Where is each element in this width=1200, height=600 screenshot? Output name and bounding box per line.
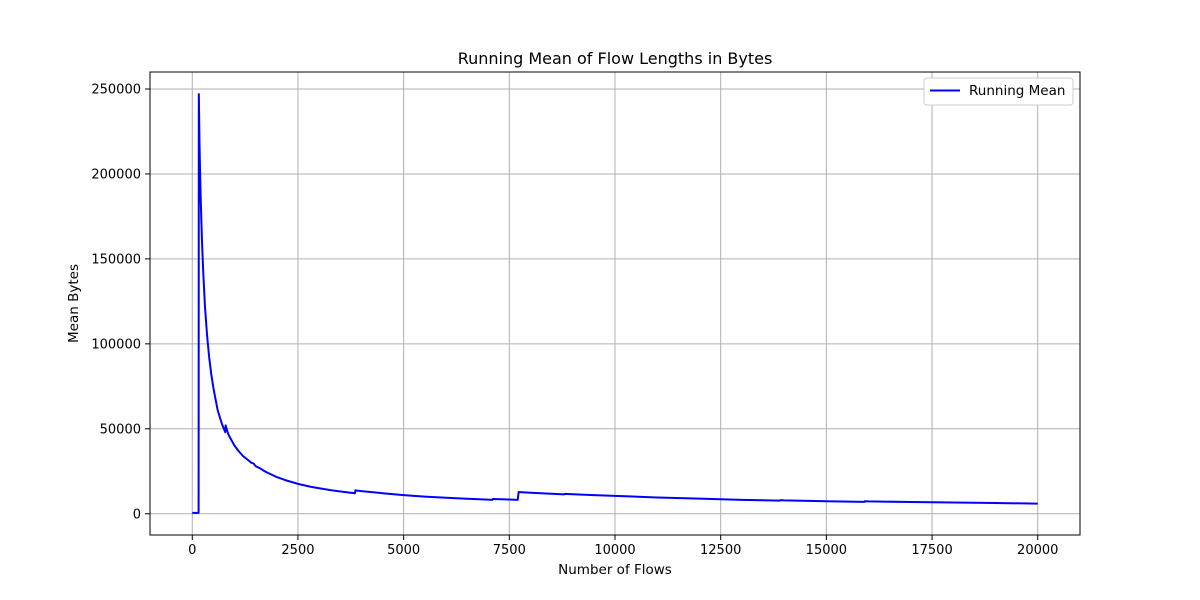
- x-axis: 0 2500 5000 7500 10000 12500 15000 17500 20000: [188, 535, 1058, 558]
- x-tick-label: 5000: [387, 543, 420, 558]
- x-tick-label: 17500: [911, 543, 952, 558]
- x-tick-label: 15000: [806, 543, 847, 558]
- x-tick-label: 20000: [1017, 543, 1058, 558]
- y-tick-label: 0: [133, 507, 141, 522]
- y-axis-label: Mean Bytes: [66, 264, 82, 343]
- chart-title: Running Mean of Flow Lengths in Bytes: [458, 49, 773, 68]
- y-tick-label: 100000: [91, 337, 141, 352]
- series-line-running-mean: [192, 93, 1038, 514]
- y-tick-label: 50000: [100, 422, 141, 437]
- y-tick-label: 200000: [91, 167, 141, 182]
- x-tick-label: 7500: [493, 543, 526, 558]
- series-layer: [192, 93, 1038, 514]
- y-tick-label: 150000: [91, 252, 141, 267]
- x-tick-label: 2500: [281, 543, 314, 558]
- x-tick-label: 0: [188, 543, 196, 558]
- legend-label: Running Mean: [969, 83, 1065, 99]
- y-tick-label: 250000: [91, 82, 141, 97]
- grid-lines: [150, 72, 1080, 535]
- y-axis: 0 50000 100000 150000 200000 250000: [91, 82, 150, 522]
- x-tick-label: 12500: [700, 543, 741, 558]
- x-tick-label: 10000: [594, 543, 635, 558]
- legend: Running Mean: [923, 77, 1074, 106]
- x-axis-label: Number of Flows: [558, 562, 672, 578]
- legend-box: [923, 77, 1074, 106]
